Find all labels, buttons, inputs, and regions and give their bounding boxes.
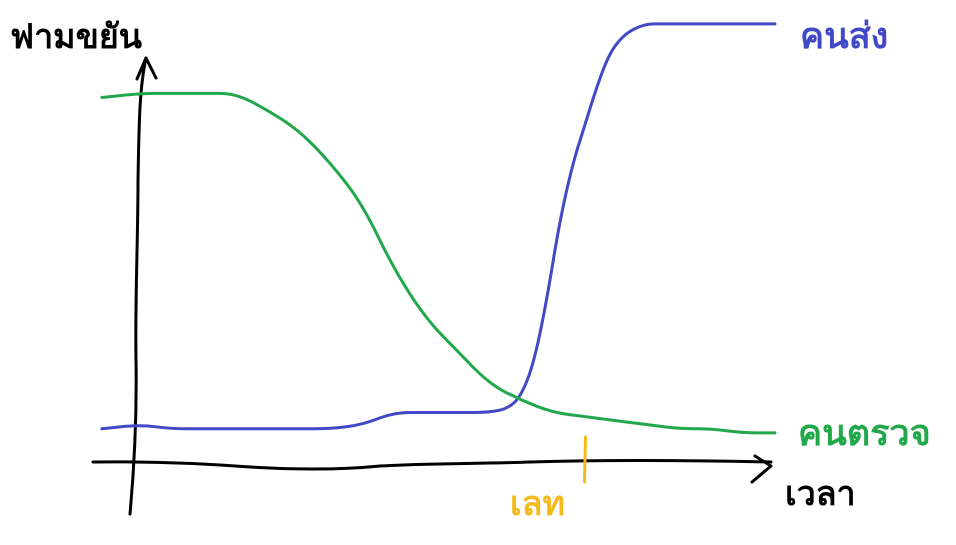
y-axis-label: ฟามขยัน [10,17,142,57]
series-layer [100,22,777,435]
y-axis-arrowhead [135,56,158,81]
x-axis-label: เวลา [785,474,856,514]
x-axis [91,459,773,471]
series-line-0 [100,22,777,431]
marker-line-0 [583,435,587,484]
marker-layer [583,435,587,484]
series-label-khon-song: คนส่ง [800,16,888,57]
x-axis-arrowhead [750,454,773,484]
y-axis [128,56,148,516]
marker-label-late: เลท [510,484,565,524]
series-line-1 [100,91,777,435]
series-label-khon-truat: คนตรวจ [798,413,931,454]
